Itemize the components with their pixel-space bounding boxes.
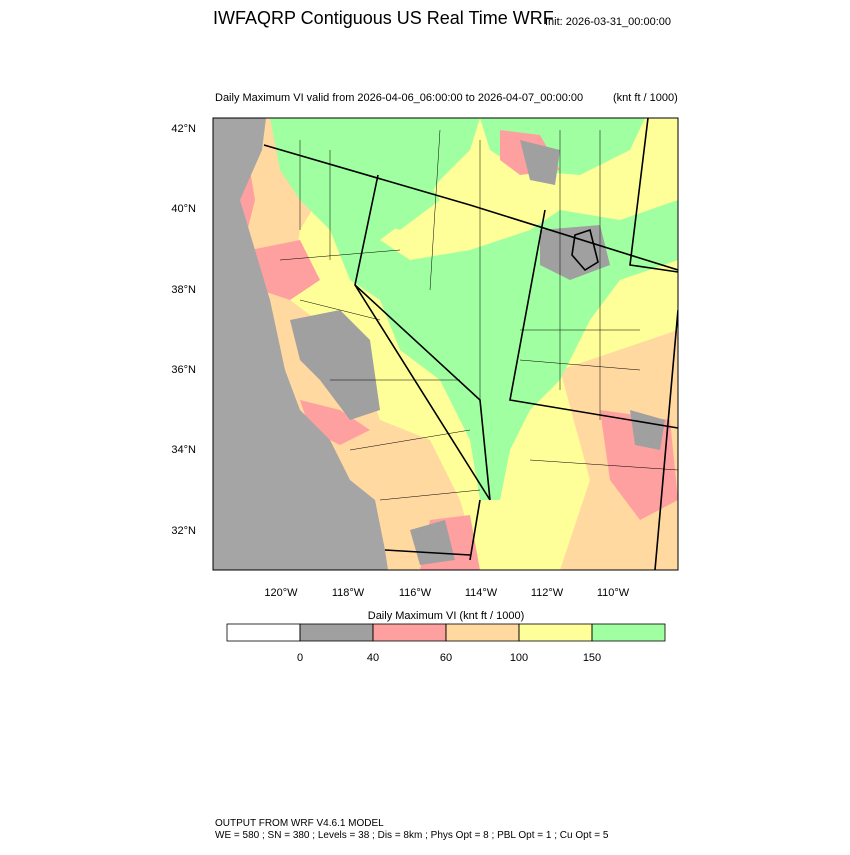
lat-label: 42°N bbox=[171, 123, 196, 135]
lon-label: 110°W bbox=[597, 587, 630, 599]
map bbox=[213, 118, 678, 570]
lon-label: 120°W bbox=[264, 587, 298, 599]
lon-label: 116°W bbox=[399, 587, 432, 599]
lon-label: 112°W bbox=[531, 587, 564, 599]
footer-line: WE = 580 ; SN = 380 ; Levels = 38 ; Dis … bbox=[215, 830, 609, 841]
title: IWFAQRP Contiguous US Real Time WRF bbox=[213, 8, 554, 28]
lon-labels: 120°W 118°W 116°W 114°W 112°W 110°W bbox=[264, 587, 629, 599]
units: (knt ft / 1000) bbox=[613, 92, 678, 104]
subtitle: Daily Maximum VI valid from 2026-04-06_0… bbox=[215, 92, 583, 104]
lat-labels: 42°N 40°N 38°N 36°N 34°N 32°N bbox=[171, 123, 196, 537]
lat-label: 34°N bbox=[171, 444, 196, 456]
colorbar-box bbox=[226, 623, 301, 642]
colorbar-label: 40 bbox=[367, 652, 379, 664]
lon-label: 114°W bbox=[465, 587, 498, 599]
colorbar-label: 100 bbox=[510, 652, 528, 664]
init-time: Init: 2026-03-31_00:00:00 bbox=[545, 16, 671, 28]
lat-label: 36°N bbox=[171, 364, 196, 376]
colorbar-box bbox=[591, 623, 666, 642]
map-frame bbox=[212, 117, 679, 571]
colorbar-box bbox=[299, 623, 374, 642]
colorbar-label: 150 bbox=[583, 652, 601, 664]
colorbar-label: 60 bbox=[440, 652, 452, 664]
lat-label: 38°N bbox=[171, 284, 196, 296]
colorbar-box bbox=[518, 623, 593, 642]
colorbar: 0 40 60 100 150 bbox=[226, 623, 666, 664]
lon-label: 118°W bbox=[332, 587, 365, 599]
colorbar-title: Daily Maximum VI (knt ft / 1000) bbox=[368, 610, 525, 622]
lat-label: 40°N bbox=[171, 203, 196, 215]
colorbar-box bbox=[372, 623, 447, 642]
lat-label: 32°N bbox=[171, 525, 196, 537]
colorbar-label: 0 bbox=[297, 652, 303, 664]
footer-line: OUTPUT FROM WRF V4.6.1 MODEL bbox=[215, 818, 384, 829]
colorbar-box bbox=[445, 623, 520, 642]
